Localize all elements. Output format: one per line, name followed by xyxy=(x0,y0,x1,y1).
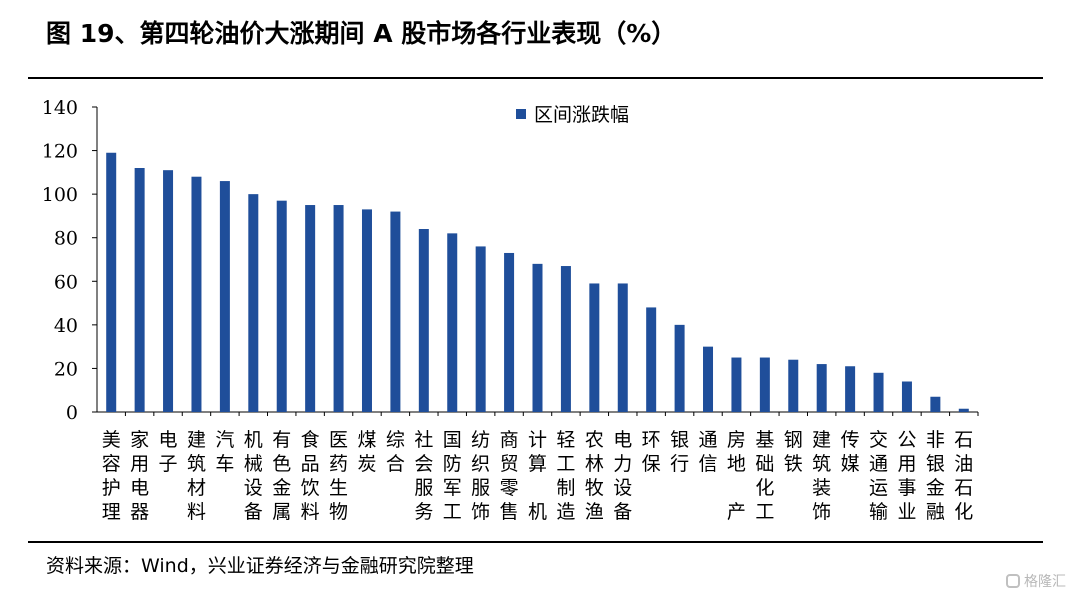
legend-swatch xyxy=(516,109,526,119)
x-tick-label: 汽车 xyxy=(215,429,234,475)
bar xyxy=(930,396,941,412)
bar xyxy=(845,366,856,412)
y-tick-label: 140 xyxy=(42,97,78,119)
x-tick-label: 非银金融 xyxy=(926,429,945,523)
y-tick-label: 80 xyxy=(54,228,78,250)
bar xyxy=(248,194,259,412)
bar xyxy=(333,205,344,412)
bar xyxy=(134,168,145,412)
x-tick-label: 国防军工 xyxy=(443,429,462,523)
bar xyxy=(731,357,742,412)
bar xyxy=(361,209,372,412)
bar xyxy=(163,170,174,412)
x-tick-label: 纺织服饰 xyxy=(471,429,490,523)
x-tick-label: 钢铁 xyxy=(784,429,803,475)
x-tick-label: 电子 xyxy=(159,429,178,475)
x-tick-label: 社会服务 xyxy=(414,429,433,523)
bar xyxy=(305,205,316,412)
x-tick-label: 计算机 xyxy=(528,429,547,523)
x-tick-label: 有色金属 xyxy=(272,429,291,523)
bottom-divider xyxy=(28,541,1043,543)
bar xyxy=(276,200,287,412)
y-tick-label: 120 xyxy=(42,141,78,163)
x-tick-label: 医药生物 xyxy=(329,429,348,523)
x-tick-label: 房地产 xyxy=(727,429,746,523)
bar xyxy=(617,283,628,412)
bar xyxy=(504,252,515,412)
x-tick-label: 家用电器 xyxy=(130,429,149,523)
x-tick-label: 综合 xyxy=(386,429,405,475)
bar xyxy=(703,346,714,412)
y-tick-label: 0 xyxy=(66,402,78,424)
x-tick-label: 美容护理 xyxy=(102,429,121,523)
x-tick-label: 建筑材料 xyxy=(187,429,206,523)
x-tick-label: 煤炭 xyxy=(357,429,376,475)
x-tick-label: 银行 xyxy=(670,429,689,475)
bar xyxy=(788,359,799,412)
chart-axes: 0 20 40 60 80 100 120 140 xyxy=(42,97,979,424)
x-tick-label: 机械设备 xyxy=(244,429,263,523)
bar xyxy=(219,181,230,412)
bar xyxy=(674,324,685,412)
x-tick-label: 商贸零售 xyxy=(500,429,519,523)
x-tick-label: 环保 xyxy=(642,429,661,475)
chart-title: 图 19、第四轮油价大涨期间 A 股市场各行业表现（%） xyxy=(46,19,677,48)
watermark-logo-icon xyxy=(1006,574,1020,588)
bar xyxy=(390,211,401,412)
y-tick-label: 60 xyxy=(54,271,78,293)
x-tick-label: 农林牧渔 xyxy=(585,429,604,523)
bar xyxy=(901,381,912,412)
watermark: 格隆汇 xyxy=(1006,571,1066,591)
bar xyxy=(447,233,458,412)
bar xyxy=(759,357,770,412)
bar xyxy=(560,266,571,412)
bar xyxy=(475,246,486,412)
x-axis-labels: 美容护理家用电器电子建筑材料汽车机械设备有色金属食品饮料医药生物煤炭综合社会服务… xyxy=(102,429,974,523)
x-tick-label: 电力设备 xyxy=(613,429,632,523)
chart-bars xyxy=(106,152,969,412)
x-tick-label: 基础化工 xyxy=(755,429,774,523)
bar xyxy=(958,408,969,412)
x-tick-label: 轻工制造 xyxy=(556,429,575,523)
y-tick-label: 100 xyxy=(42,184,78,206)
x-tick-label: 公用事业 xyxy=(897,429,916,523)
bar xyxy=(816,364,827,412)
watermark-text: 格隆汇 xyxy=(1024,574,1066,590)
source-note: 资料来源：Wind，兴业证券经济与金融研究院整理 xyxy=(46,555,474,577)
bar xyxy=(873,372,884,412)
x-tick-label: 通信 xyxy=(699,429,718,475)
bar xyxy=(532,263,543,412)
bar xyxy=(106,152,117,412)
x-tick-label: 交通运输 xyxy=(869,429,888,523)
chart-legend: 区间涨跌幅 xyxy=(516,104,629,126)
x-tick-label: 食品饮料 xyxy=(301,429,320,523)
legend-label: 区间涨跌幅 xyxy=(534,104,629,126)
x-tick-label: 石油石化 xyxy=(954,429,973,523)
x-tick-label: 传媒 xyxy=(841,429,860,475)
bar xyxy=(646,307,657,412)
top-divider xyxy=(28,77,1043,79)
bar xyxy=(418,229,429,412)
y-tick-label: 40 xyxy=(54,315,78,337)
x-tick-label: 建筑装饰 xyxy=(812,429,831,523)
bar xyxy=(191,176,202,412)
bar xyxy=(589,283,600,412)
y-tick-label: 20 xyxy=(54,358,78,380)
